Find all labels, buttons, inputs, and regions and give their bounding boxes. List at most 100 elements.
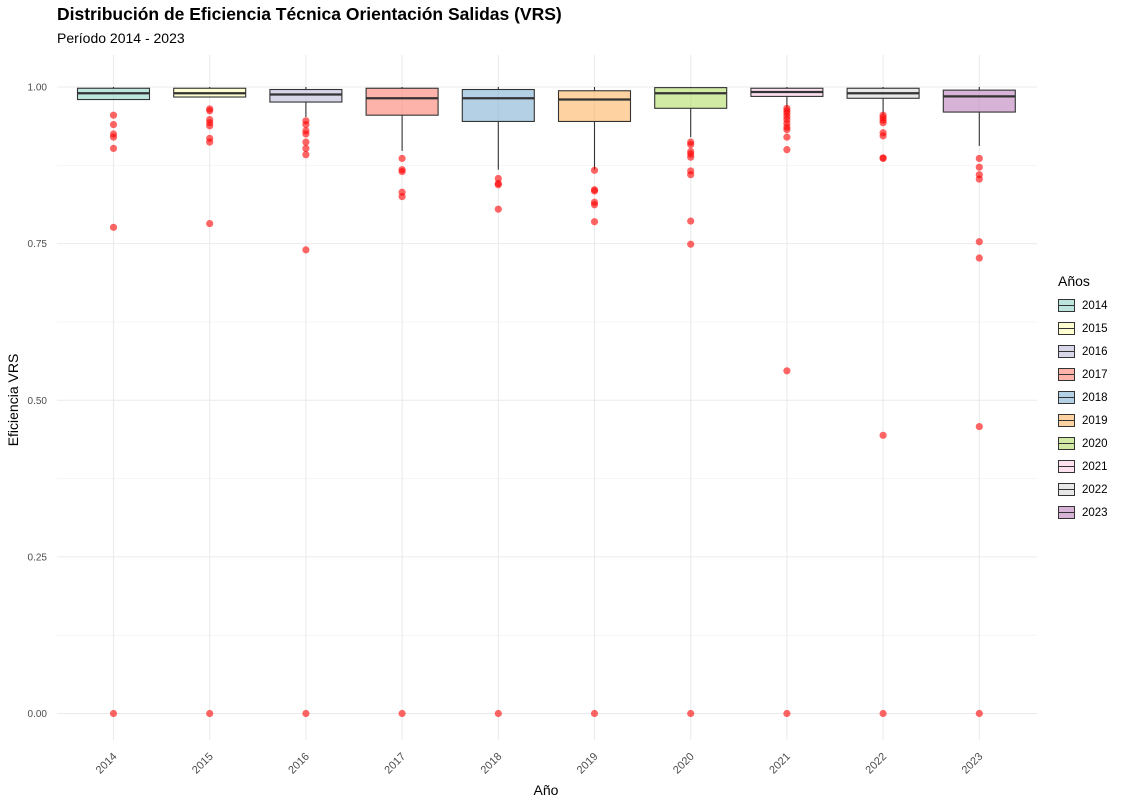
outlier-point xyxy=(109,709,118,718)
outlier-point xyxy=(975,163,983,171)
box-2016 xyxy=(269,87,343,118)
box-2018 xyxy=(461,87,535,170)
y-axis-ticks: 0.00 0.25 0.50 0.75 1.00 xyxy=(28,83,48,721)
outlier-point xyxy=(975,175,983,183)
legend-item-2020: 2020 xyxy=(1058,432,1108,455)
legend-item-2019: 2019 xyxy=(1058,409,1108,432)
outlier-point xyxy=(206,107,214,115)
box-2022 xyxy=(846,87,920,116)
outlier-point xyxy=(879,132,887,140)
boxes xyxy=(76,87,1016,170)
y-tick-label: 0.75 xyxy=(28,239,48,250)
legend-label: 2019 xyxy=(1082,414,1108,427)
outlier-point xyxy=(109,144,118,152)
x-tick-label: 2023 xyxy=(960,751,986,777)
outlier-point xyxy=(687,217,695,225)
box-2021 xyxy=(750,87,824,109)
outlier-point xyxy=(398,709,406,718)
box-2023 xyxy=(942,87,1016,146)
outlier-point xyxy=(879,431,887,439)
x-tick-label: 2021 xyxy=(767,751,793,777)
legend-label: 2020 xyxy=(1082,437,1108,450)
outlier-point xyxy=(302,151,310,159)
box-body xyxy=(654,87,728,109)
legend-key xyxy=(1058,322,1075,335)
legend-key xyxy=(1058,299,1075,312)
outlier-point xyxy=(879,709,887,718)
outlier-point xyxy=(494,174,502,183)
outlier-point xyxy=(494,709,502,718)
outlier-point xyxy=(783,367,791,375)
outlier-point xyxy=(879,119,887,127)
outlier-point xyxy=(302,130,310,138)
box-body xyxy=(557,90,632,123)
legend-item-2023: 2023 xyxy=(1058,501,1108,524)
box-body xyxy=(269,88,343,103)
outlier-point xyxy=(109,223,118,231)
outlier-point xyxy=(783,146,791,154)
outlier-point xyxy=(687,240,695,248)
outlier-point xyxy=(206,138,214,146)
legend-item-2016: 2016 xyxy=(1058,340,1108,363)
legend-item-2015: 2015 xyxy=(1058,317,1108,340)
outlier-point xyxy=(302,138,310,146)
outlier-point xyxy=(494,181,502,189)
outlier-point xyxy=(109,120,118,129)
box-2015 xyxy=(173,87,247,98)
x-tick-label: 2017 xyxy=(382,751,408,777)
x-tick-label: 2018 xyxy=(479,751,505,777)
outlier-point xyxy=(687,153,695,161)
legend-key xyxy=(1058,414,1075,427)
x-axis-ticks: 2014 2015 2016 2017 2018 2019 2020 2021 2022 2023 xyxy=(94,751,986,777)
outlier-point xyxy=(398,167,406,176)
legend-label: 2021 xyxy=(1082,460,1108,473)
x-tick-label: 2022 xyxy=(863,751,889,777)
outlier-point xyxy=(398,193,406,201)
outlier-point xyxy=(206,709,214,718)
outlier-point xyxy=(975,709,983,718)
x-tick-label: 2015 xyxy=(190,751,216,777)
outlier-point xyxy=(494,205,502,213)
outlier-point xyxy=(879,154,887,163)
outlier-point xyxy=(687,709,695,718)
y-axis-label: Eficiencia VRS xyxy=(5,354,21,447)
box-body xyxy=(365,87,439,116)
legend-key xyxy=(1058,345,1075,358)
legend-item-2021: 2021 xyxy=(1058,455,1108,478)
chart-title: Distribución de Eficiencia Técnica Orien… xyxy=(57,4,562,24)
box-body xyxy=(942,89,1016,113)
legend-key xyxy=(1058,437,1075,450)
legend-label: 2017 xyxy=(1082,368,1108,381)
outlier-point xyxy=(590,166,599,174)
outlier-point xyxy=(206,219,214,228)
outlier-point xyxy=(975,254,983,262)
outlier-point xyxy=(975,238,983,246)
grid-lines xyxy=(57,55,1037,740)
legend-label: 2022 xyxy=(1082,483,1108,496)
outlier-point xyxy=(783,126,791,134)
outlier-point xyxy=(302,246,310,254)
legend-label: 2014 xyxy=(1082,299,1108,312)
box-2019 xyxy=(557,87,632,170)
outlier-point xyxy=(590,201,599,209)
legend-items: 2014 2015 2016 2017 2018 2019 2020 2021 2022 2023 xyxy=(1058,294,1108,524)
legend-item-2022: 2022 xyxy=(1058,478,1108,501)
x-tick-label: 2020 xyxy=(671,751,697,777)
legend-label: 2018 xyxy=(1082,391,1108,404)
legend-label: 2015 xyxy=(1082,322,1108,335)
legend-key xyxy=(1058,460,1075,473)
outlier-point xyxy=(687,141,695,149)
y-tick-label: 0.25 xyxy=(28,552,48,563)
legend-key xyxy=(1058,506,1075,519)
x-axis-label: Año xyxy=(534,782,559,798)
outlier-point xyxy=(783,133,791,141)
box-2014 xyxy=(76,87,151,101)
box-body xyxy=(461,88,535,123)
y-tick-label: 1.00 xyxy=(28,83,48,94)
legend-title: Años xyxy=(1058,273,1090,289)
chart-subtitle: Período 2014 - 2023 xyxy=(57,30,185,46)
outlier-point xyxy=(687,171,695,179)
outlier-point xyxy=(109,133,118,141)
legend-key xyxy=(1058,368,1075,381)
